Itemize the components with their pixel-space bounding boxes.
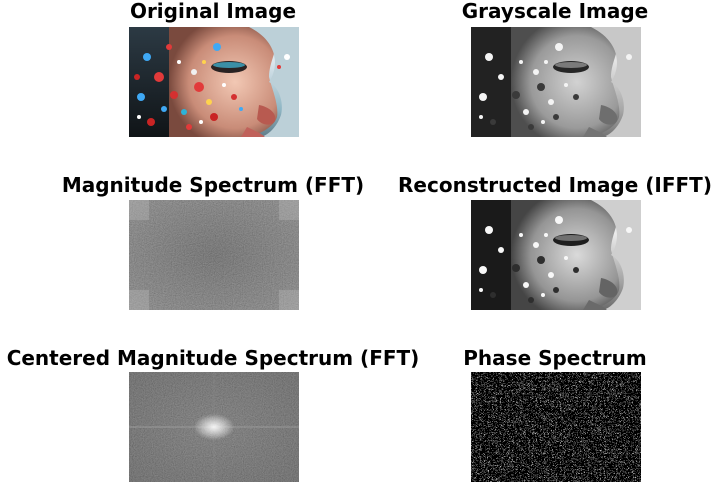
magnitude-spectrum-image <box>129 200 299 310</box>
original-image <box>129 27 299 137</box>
phase-spectrum-image <box>471 372 641 482</box>
centered-magnitude-spectrum-image <box>129 372 299 482</box>
original-image-title: Original Image <box>129 0 297 23</box>
grayscale-image <box>471 27 641 137</box>
magnitude-spectrum-title: Magnitude Spectrum (FFT) <box>61 173 365 197</box>
reconstructed-image <box>471 200 641 310</box>
centered-magnitude-spectrum-title: Centered Magnitude Spectrum (FFT) <box>6 346 420 370</box>
reconstructed-image-title: Reconstructed Image (IFFT) <box>398 173 712 197</box>
grayscale-image-title: Grayscale Image <box>461 0 649 23</box>
phase-spectrum-title: Phase Spectrum <box>463 346 647 370</box>
